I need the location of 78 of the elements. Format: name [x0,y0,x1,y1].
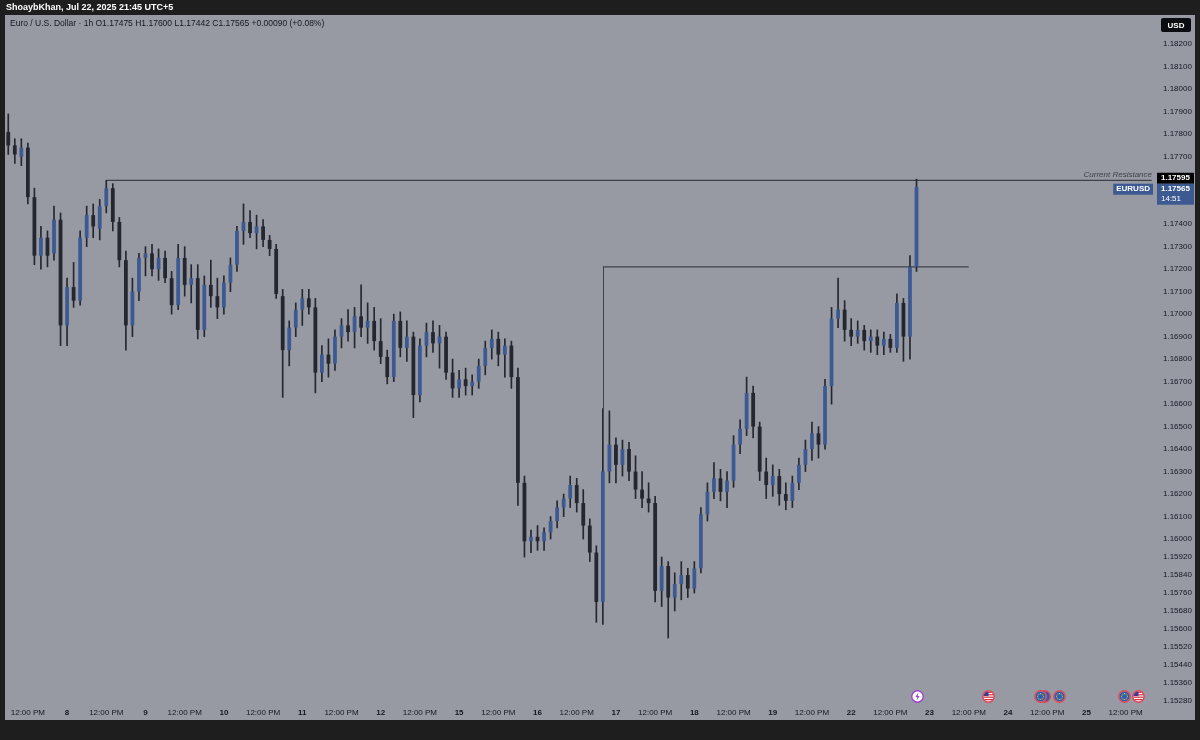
y-tick-label: 1.16200 [1163,489,1193,499]
y-tick-label: 1.15520 [1163,642,1193,652]
candlestick [529,529,533,553]
y-tick-label: 1.15440 [1163,660,1193,670]
x-tick-label: 12:00 PM [324,708,359,717]
chart-subtitle: ShoaybKhan, Jul 22, 2025 21:45 UTC+5 [6,2,174,13]
text: EURUSD [1116,184,1151,194]
x-tick-label: 17 [611,708,621,717]
candlestick [189,264,194,304]
x-tick-label: 12:00 PM [951,708,987,717]
y-tick-label: 1.17100 [1163,286,1193,296]
y-tick-label: 1.17200 [1163,264,1193,274]
x-tick-label: 12:00 PM [1108,708,1144,717]
text: 1.17565 [1161,184,1190,194]
x-tick-label: 19 [768,708,778,717]
x-tick-label: 18 [689,708,700,717]
y-tick-label: 1.17700 [1163,151,1193,161]
x-tick-label: 16 [533,708,543,717]
candlestick [470,374,475,396]
x-tick-label: 23 [925,708,935,717]
x-tick-label: 12:00 PM [481,708,516,717]
y-tick-label: 1.16900 [1163,331,1193,341]
x-tick-label: 12:00 PM [89,708,124,717]
y-tick-label: 1.18200 [1163,39,1193,49]
x-tick-label: 12:00 PM [873,708,908,717]
x-tick-label: 12:00 PM [10,708,46,717]
y-tick-label: 1.17000 [1163,309,1193,319]
candlestick [359,284,363,337]
y-tick-label: 1.18000 [1163,84,1193,94]
candlestick [679,561,684,601]
y-tick-label: 1.15680 [1163,606,1193,616]
x-tick-label: 10 [219,708,229,717]
y-tick-label: 1.15760 [1163,588,1193,598]
y-tick-label: 1.15360 [1163,678,1193,688]
candlestick [640,471,644,508]
x-tick-label: 15 [454,708,465,717]
series-label: Current Resistance [1083,170,1153,180]
y-tick-label: 1.16500 [1163,421,1193,431]
candlestick [208,259,213,308]
candlestick [346,309,350,342]
x-tick-label: 12:00 PM [245,708,281,717]
y-tick-label: 1.16100 [1163,511,1193,521]
text: Euro / U.S. Dollar · 1h O1.17475 H1.17600 L1.17442 C1.17565 +0.00090 (+0.08%) [10,18,325,29]
x-tick-label: 22 [846,708,857,717]
x-tick-label: 12:00 PM [716,708,751,717]
text: 14:51 [1161,194,1182,204]
candlestick [836,277,840,328]
y-axis-title: USD [1167,20,1185,30]
y-tick-label: 1.16700 [1163,376,1193,386]
x-tick-label: 8 [64,708,70,717]
y-tick-label: 1.15280 [1163,696,1193,706]
x-tick-label: 12:00 PM [167,708,203,717]
y-tick-label: 1.16600 [1163,399,1193,409]
candlestick [868,329,873,353]
data-label: 1.17595 [1161,173,1191,183]
x-tick-label: 9 [143,708,149,717]
y-tick-label: 1.15600 [1163,624,1193,634]
y-tick-label: 1.17800 [1163,129,1193,139]
x-tick-label: 25 [1081,708,1092,717]
candlestick [849,318,854,346]
y-tick-label: 1.16000 [1163,534,1193,544]
y-tick-label: 1.16400 [1163,444,1193,454]
x-tick-label: 24 [1003,708,1013,717]
y-tick-label: 1.16800 [1163,354,1193,364]
y-tick-label: 1.17900 [1163,106,1193,116]
y-tick-label: 1.16300 [1163,466,1193,476]
y-tick-label: 1.15920 [1163,552,1193,562]
y-tick-label: 1.17300 [1163,241,1193,251]
y-tick-label: 1.17400 [1163,219,1193,229]
x-tick-label: 12:00 PM [402,708,438,717]
x-tick-label: 12:00 PM [1030,708,1065,717]
y-tick-label: 1.15840 [1163,570,1193,580]
y-tick-label: 1.18100 [1163,61,1193,71]
x-tick-label: 12:00 PM [559,708,595,717]
x-tick-label: 12 [376,708,386,717]
x-tick-label: 12:00 PM [794,708,830,717]
x-tick-label: 11 [298,708,308,717]
x-tick-label: 12:00 PM [638,708,673,717]
